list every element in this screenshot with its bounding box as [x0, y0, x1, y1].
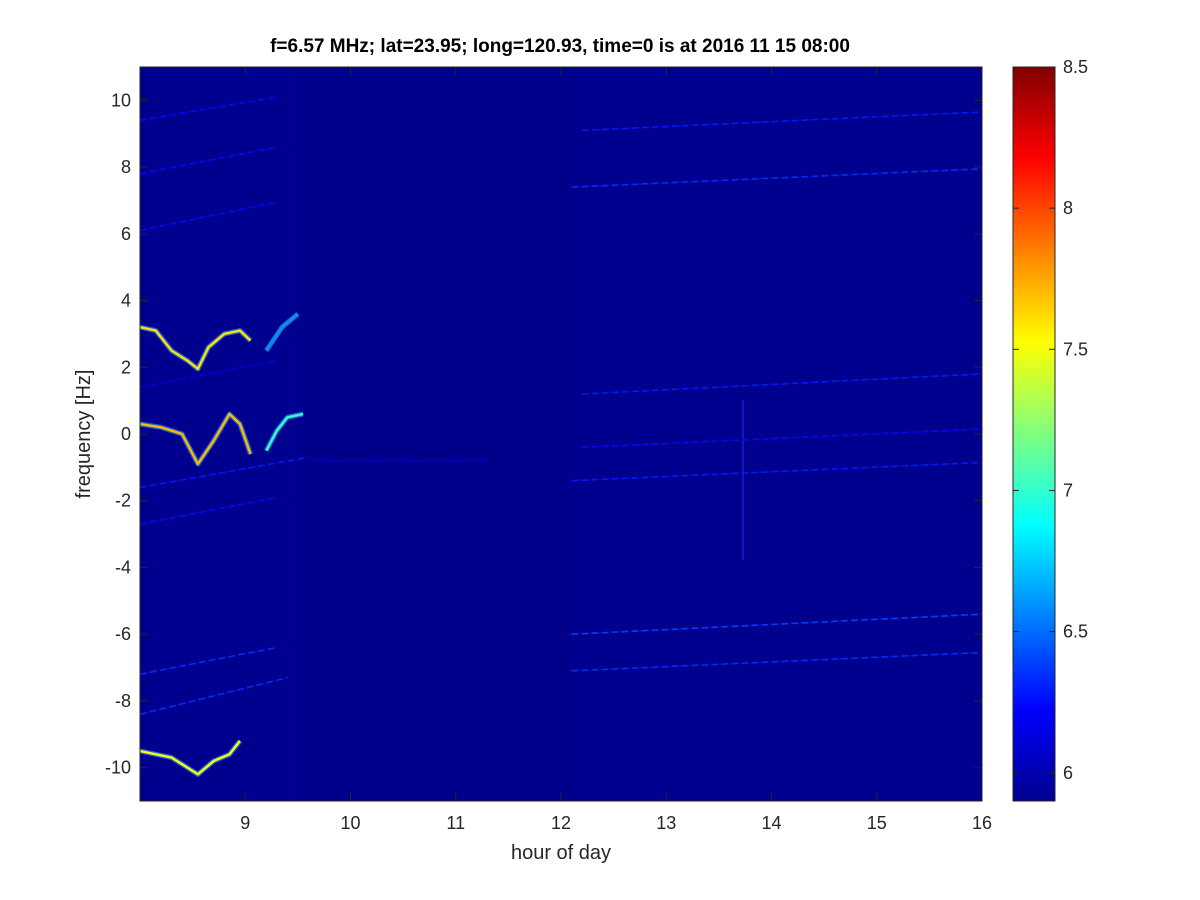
- x-tick-label: 13: [656, 813, 676, 833]
- spectral-trace: [139, 496, 277, 525]
- spectral-trace: [139, 676, 288, 716]
- y-tick-label: 2: [121, 357, 131, 377]
- bright-trace: [265, 412, 304, 452]
- bright-trace: [139, 412, 252, 466]
- y-tick-label: -4: [115, 557, 131, 577]
- spectral-trace: [581, 373, 983, 395]
- y-tick-label: -10: [105, 758, 131, 778]
- colorbar: [1012, 66, 1056, 802]
- spectral-trace: [139, 96, 277, 122]
- plot-frame: [139, 66, 983, 802]
- colorbar-tick-label: 6: [1063, 763, 1073, 783]
- y-tick-label: 8: [121, 157, 131, 177]
- y-tick-label: -6: [115, 624, 131, 644]
- y-tick-label: -2: [115, 491, 131, 511]
- colorbar-tick-label: 7: [1063, 480, 1073, 500]
- bright-trace: [139, 326, 252, 371]
- x-tick-label: 10: [340, 813, 360, 833]
- spectral-traces: [139, 96, 983, 777]
- spectral-trace: [571, 613, 983, 635]
- chart-title: f=6.57 MHz; lat=23.95; long=120.93, time…: [270, 36, 850, 57]
- y-axis-label: frequency [Hz]: [73, 370, 95, 499]
- spectral-trace: [139, 359, 277, 389]
- x-axis-label: hour of day: [511, 842, 611, 864]
- x-tick-label: 14: [761, 813, 781, 833]
- spectral-trace: [571, 168, 983, 188]
- spectral-trace: [581, 428, 983, 449]
- spectral-trace: [139, 646, 277, 675]
- x-tick-label: 12: [551, 813, 571, 833]
- x-axis-ticks: 9 10 11 12 13 14 15 16: [240, 67, 992, 833]
- bright-trace: [265, 312, 299, 352]
- y-tick-label: 0: [121, 424, 131, 444]
- x-tick-label: 11: [446, 813, 465, 833]
- colorbar-ticks: 6 6.5 7 7.5 8 8.5: [1013, 57, 1088, 783]
- bright-trace: [139, 740, 241, 776]
- x-tick-label: 9: [240, 813, 250, 833]
- quiet-band: [300, 67, 572, 801]
- x-tick-label: 16: [972, 813, 992, 833]
- spectral-trace: [139, 146, 277, 175]
- spectral-trace: [139, 456, 309, 489]
- colorbar-tick-label: 6.5: [1063, 622, 1088, 642]
- colorbar-tick-label: 7.5: [1063, 339, 1088, 359]
- y-axis-ticks: -10 -8 -6 -4 -2 0 2 4 6 8 10: [105, 90, 982, 778]
- y-tick-label: 4: [121, 291, 131, 311]
- y-tick-label: 6: [121, 224, 131, 244]
- y-tick-label: 10: [111, 90, 131, 110]
- spectral-trace: [581, 111, 983, 132]
- colorbar-tick-label: 8.5: [1063, 57, 1088, 77]
- colorbar-tick-label: 8: [1063, 198, 1073, 218]
- y-tick-label: -8: [115, 691, 131, 711]
- spectral-trace: [571, 651, 983, 672]
- spectral-trace: [571, 461, 983, 482]
- spectral-trace: [139, 201, 277, 232]
- x-tick-label: 15: [867, 813, 887, 833]
